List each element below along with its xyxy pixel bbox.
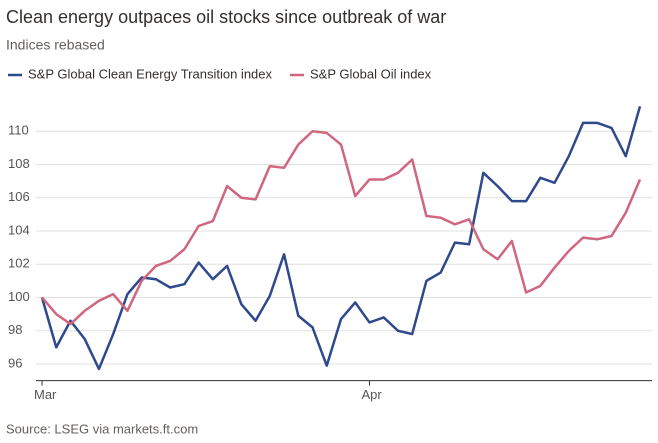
legend-label: S&P Global Clean Energy Transition index <box>28 66 273 81</box>
source: Source: LSEG via markets.ft.com <box>6 421 198 436</box>
chart-title: Clean energy outpaces oil stocks since o… <box>6 7 446 27</box>
chart-subtitle: Indices rebased <box>6 37 105 53</box>
x-tick-label: Apr <box>361 387 382 402</box>
y-tick-label: 102 <box>8 256 30 271</box>
y-tick-label: 100 <box>8 289 30 304</box>
y-tick-label: 104 <box>8 222 30 237</box>
x-tick-label: Mar <box>34 387 57 402</box>
y-tick-label: 98 <box>8 322 22 337</box>
y-tick-label: 108 <box>8 156 30 171</box>
line <box>40 105 642 371</box>
legend-label: S&P Global Oil index <box>310 66 432 81</box>
y-tick-label: 106 <box>8 189 30 204</box>
line <box>41 129 642 326</box>
y-tick-label: 110 <box>8 123 29 138</box>
y-tick-label: 96 <box>8 355 22 370</box>
